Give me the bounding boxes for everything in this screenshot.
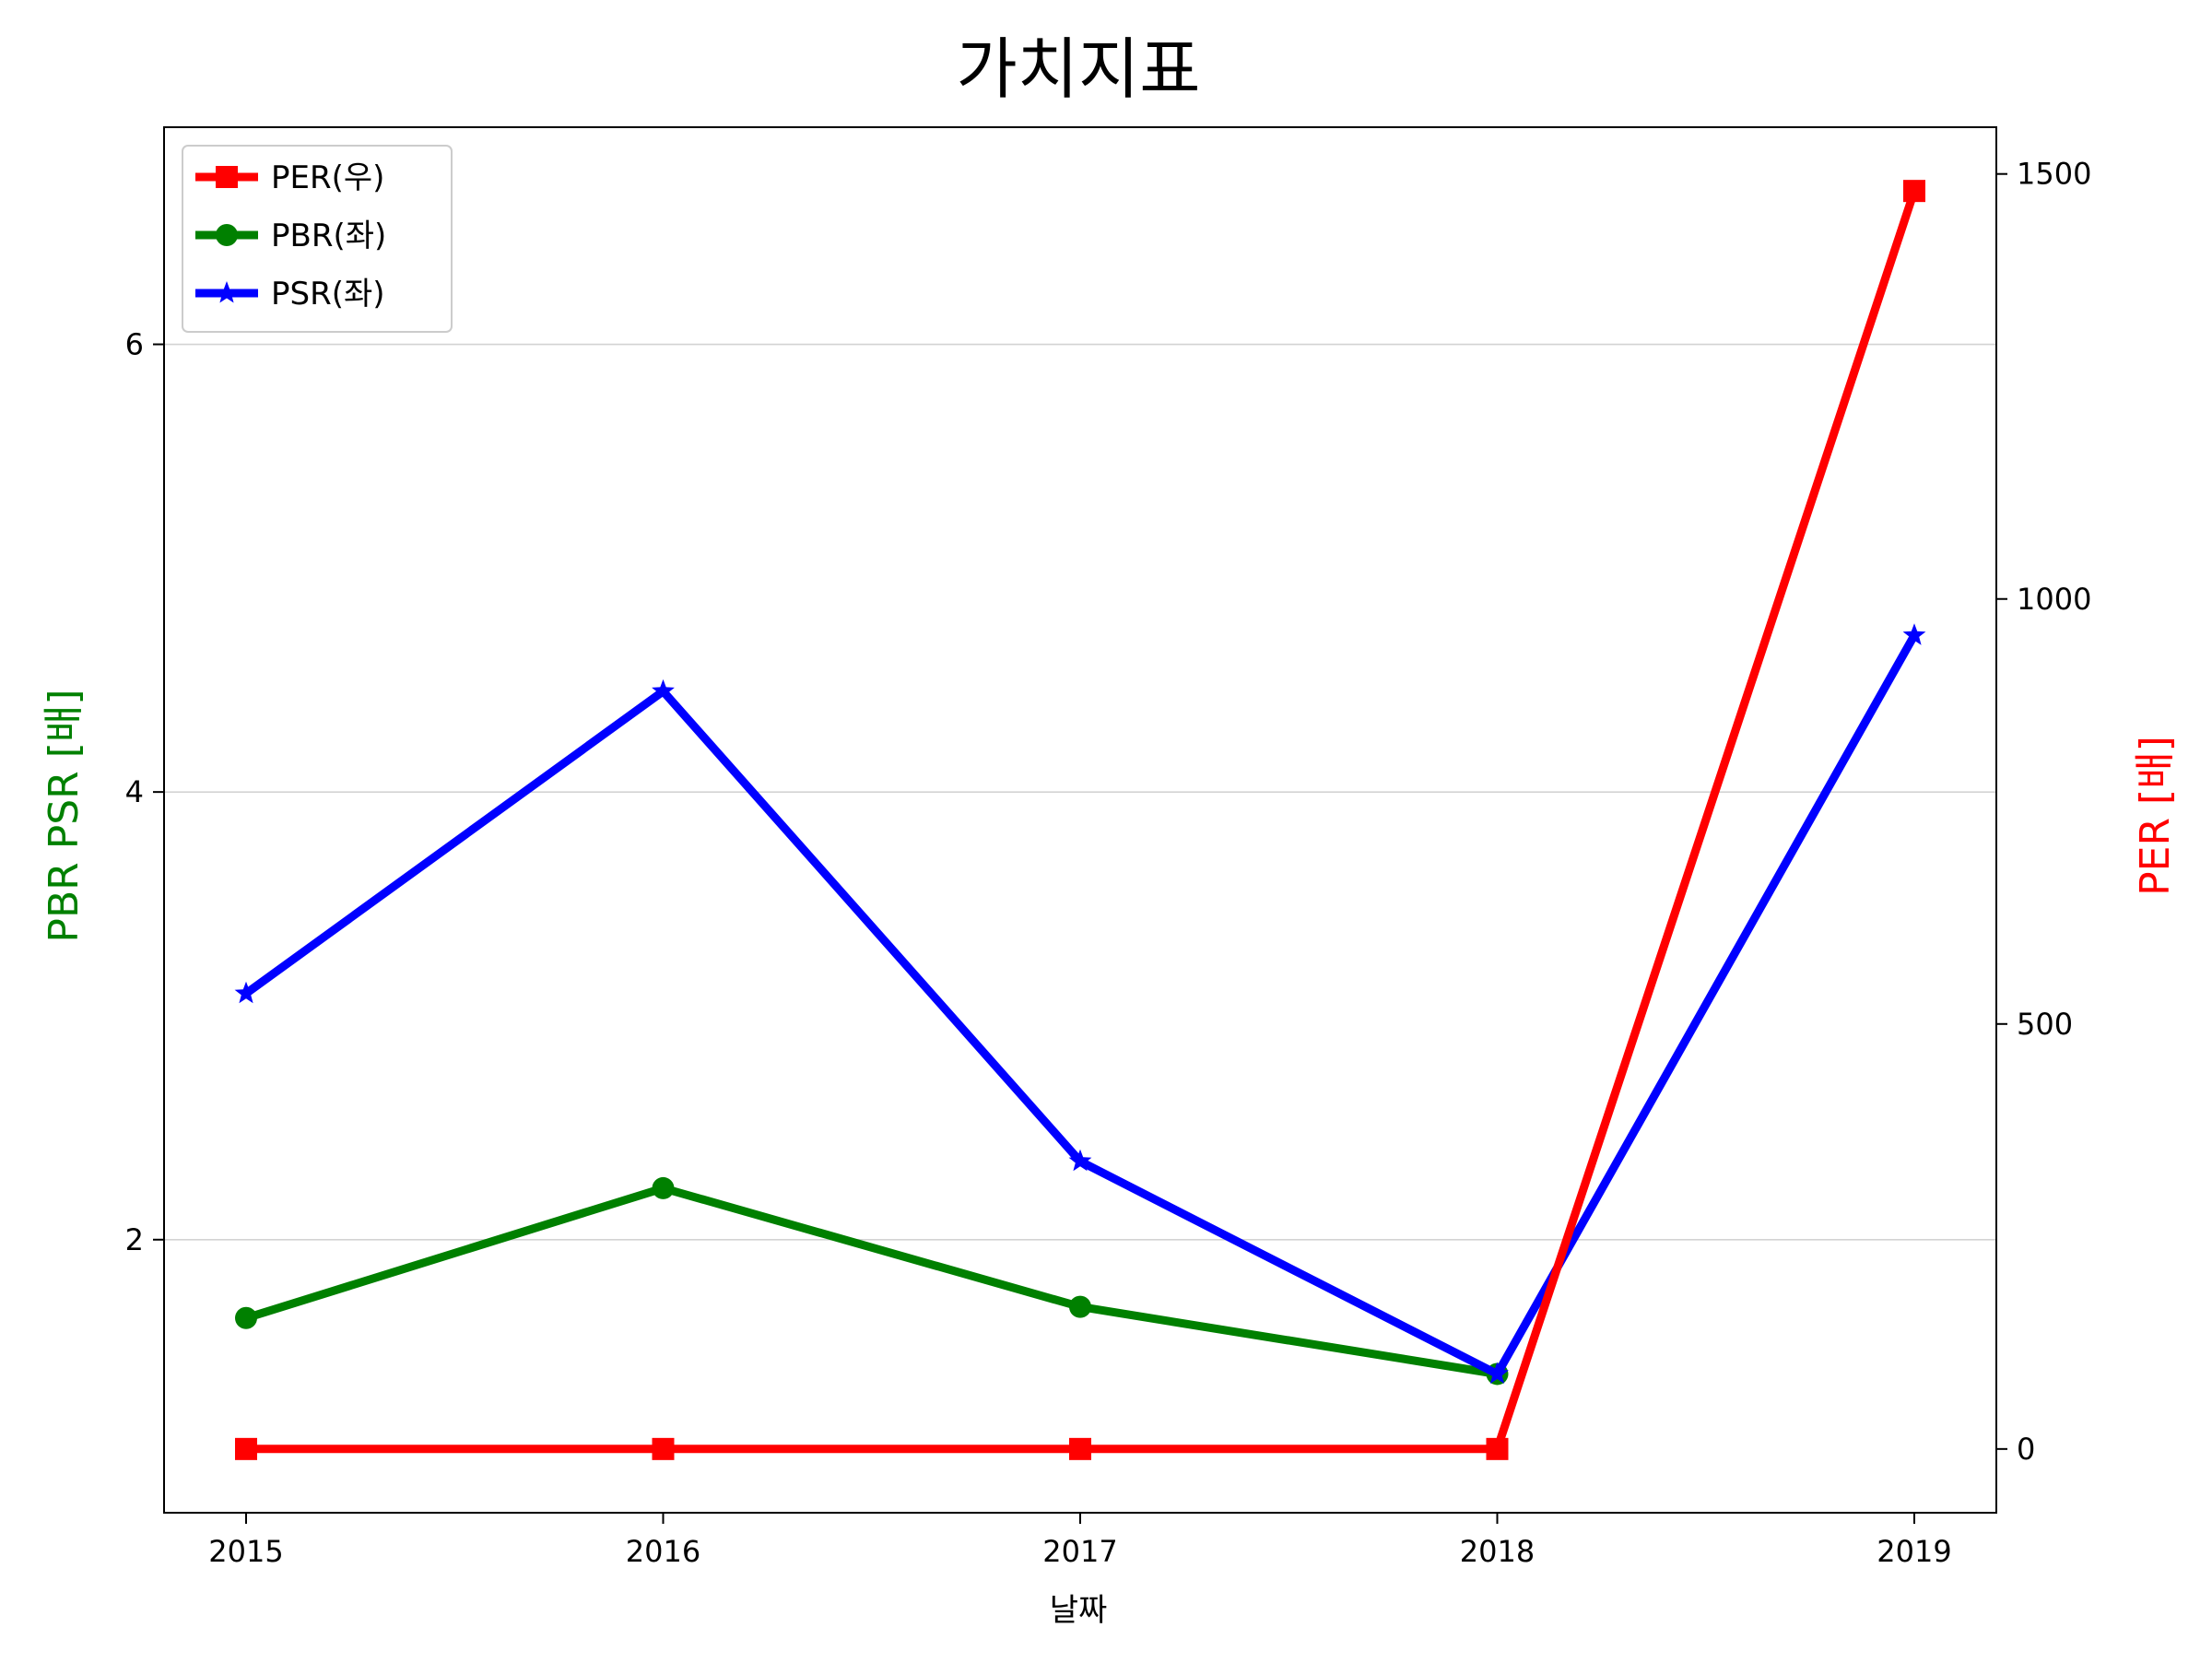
legend-box (182, 145, 453, 333)
legend-marker (215, 281, 239, 303)
data-point (235, 1306, 257, 1329)
grid-lines (164, 343, 1996, 1241)
left-y-tick-label: 6 (125, 327, 144, 362)
legend-marker (216, 224, 238, 246)
right-y-axis-label: PER [배] (2132, 736, 2179, 896)
data-point (235, 1437, 257, 1460)
series-lines (234, 180, 1926, 1460)
data-point (1486, 1362, 1509, 1384)
data-point (1903, 180, 1925, 203)
data-point (1486, 1437, 1509, 1460)
x-tick-label: 2016 (626, 1534, 700, 1569)
left-y-tick-label: 4 (125, 774, 144, 809)
legend-label: PBR(좌) (271, 218, 386, 254)
right-y-tick-label: 0 (2017, 1432, 2035, 1467)
data-point (1069, 1437, 1091, 1460)
axes: 2015 2016 2017 2018 2019 2 4 6 0 500 1000 1500 (125, 126, 2091, 1569)
data-point (652, 1176, 675, 1199)
right-y-tick-label: 1500 (2017, 157, 2091, 192)
legend-label: PSR(좌) (271, 276, 385, 313)
chart-title: 가치지표 (957, 30, 1201, 108)
x-tick-label: 2015 (208, 1534, 283, 1569)
x-tick-label: 2018 (1460, 1534, 1535, 1569)
series-line (241, 1184, 1501, 1378)
data-point (1902, 623, 1926, 645)
left-y-tick-label: 2 (125, 1222, 144, 1257)
left-y-axis-label: PBR PSR [배] (41, 689, 88, 942)
legend-label: PER(우) (271, 159, 384, 196)
data-point (652, 678, 675, 702)
x-tick-label: 2017 (1042, 1534, 1117, 1569)
right-y-tick-label: 500 (2017, 1007, 2073, 1042)
legend-marker (216, 166, 238, 188)
legend: PER(우) PBR(좌) PSR(좌) (182, 145, 453, 333)
x-axis-label: 날짜 (1050, 1592, 1108, 1629)
data-point (652, 1437, 675, 1460)
data-point (234, 981, 258, 1004)
data-point (1068, 1149, 1092, 1172)
right-y-tick-label: 1000 (2017, 582, 2091, 617)
data-point (1069, 1295, 1091, 1318)
x-tick-label: 2019 (1877, 1534, 1951, 1569)
